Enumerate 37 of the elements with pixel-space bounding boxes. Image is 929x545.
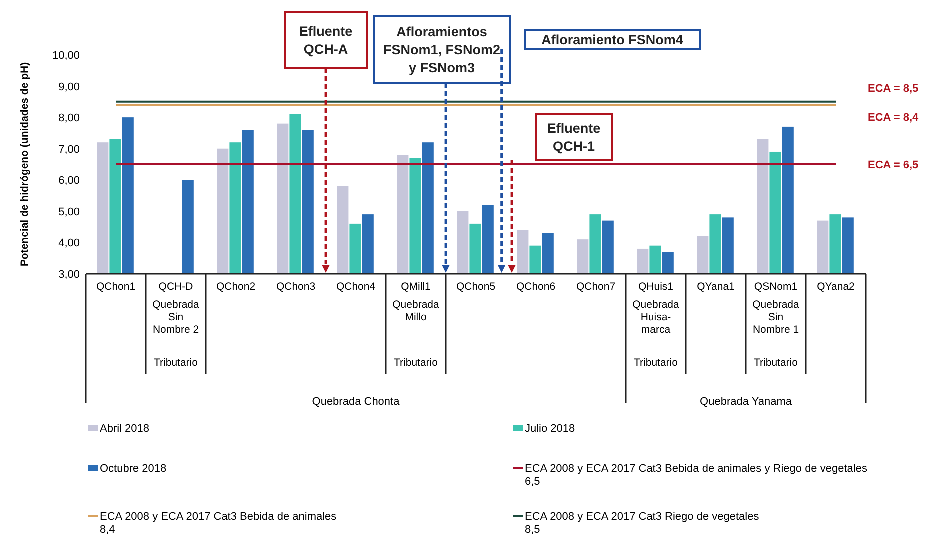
y-tick-label: 5,00 [58,206,80,218]
x-tick-label: QChon4 [336,281,376,293]
annotation: Afloramientos FSNom1, FSNom2 y FSNom3 [383,24,501,76]
legend-label: Octubre 2018 [100,463,167,475]
legend-label: Julio 2018 [525,423,576,435]
y-tick-label: 8,00 [58,112,80,125]
x-tick-label: QChon1 [96,281,136,293]
x-tick-label: QChon6 [516,281,556,293]
y-tick-label: 10,00 [52,50,80,62]
x-tick-label: QYana2 [817,281,856,293]
x-tick-label: QChon2 [216,281,256,293]
text: Afloramiento FSNom4 [542,32,684,48]
category-label: QSNom1 Quebrada Sin Nombre 1 Tributario [752,281,800,369]
y-tick-label: 7,00 [58,144,80,156]
category-label: QMill1 Quebrada Millo Tributario [392,281,440,369]
y-tick-label: 9,00 [58,81,80,94]
y-tick-label: 4,00 [58,238,80,250]
category-label: QHuis1 Quebrada Huisa- marca Tributario [632,281,680,369]
y-tick-label: 3,00 [58,269,80,281]
x-tick-label: QChon3 [276,281,316,293]
x-tick-label: QChon7 [576,281,616,293]
text: ECA = 8,5 [868,82,919,95]
category-label: QCH-D Quebrada Sin Nombre 2 Tributario [152,281,200,369]
annotation: Efluente QCH-A [299,24,354,57]
y-tick-label: 6,00 [58,175,80,188]
legend-label: ECA 2008 y ECA 2017 Cat3 Bebida de animales y Riego de vegetales 6,5 [525,463,868,488]
legend-label: ECA 2008 y ECA 2017 Cat3 Bebida de animales 8,4 [100,511,338,536]
legend-label: ECA 2008 y ECA 2017 Cat3 Riego de vegetales 8,5 [525,511,760,536]
text: Quebrada Yanama [700,396,793,408]
text: ECA = 6,5 [868,160,919,172]
x-tick-label: QYana1 [697,281,736,293]
text: Quebrada Chonta [312,396,401,408]
legend-label: Abril 2018 [100,423,150,435]
y-axis-title: Potencial de hidrógeno (unidades de pH) [19,62,31,267]
x-tick-label: QChon5 [456,281,496,293]
text: ECA = 8,4 [868,112,920,124]
annotation: Efluente QCH-1 [547,121,602,154]
